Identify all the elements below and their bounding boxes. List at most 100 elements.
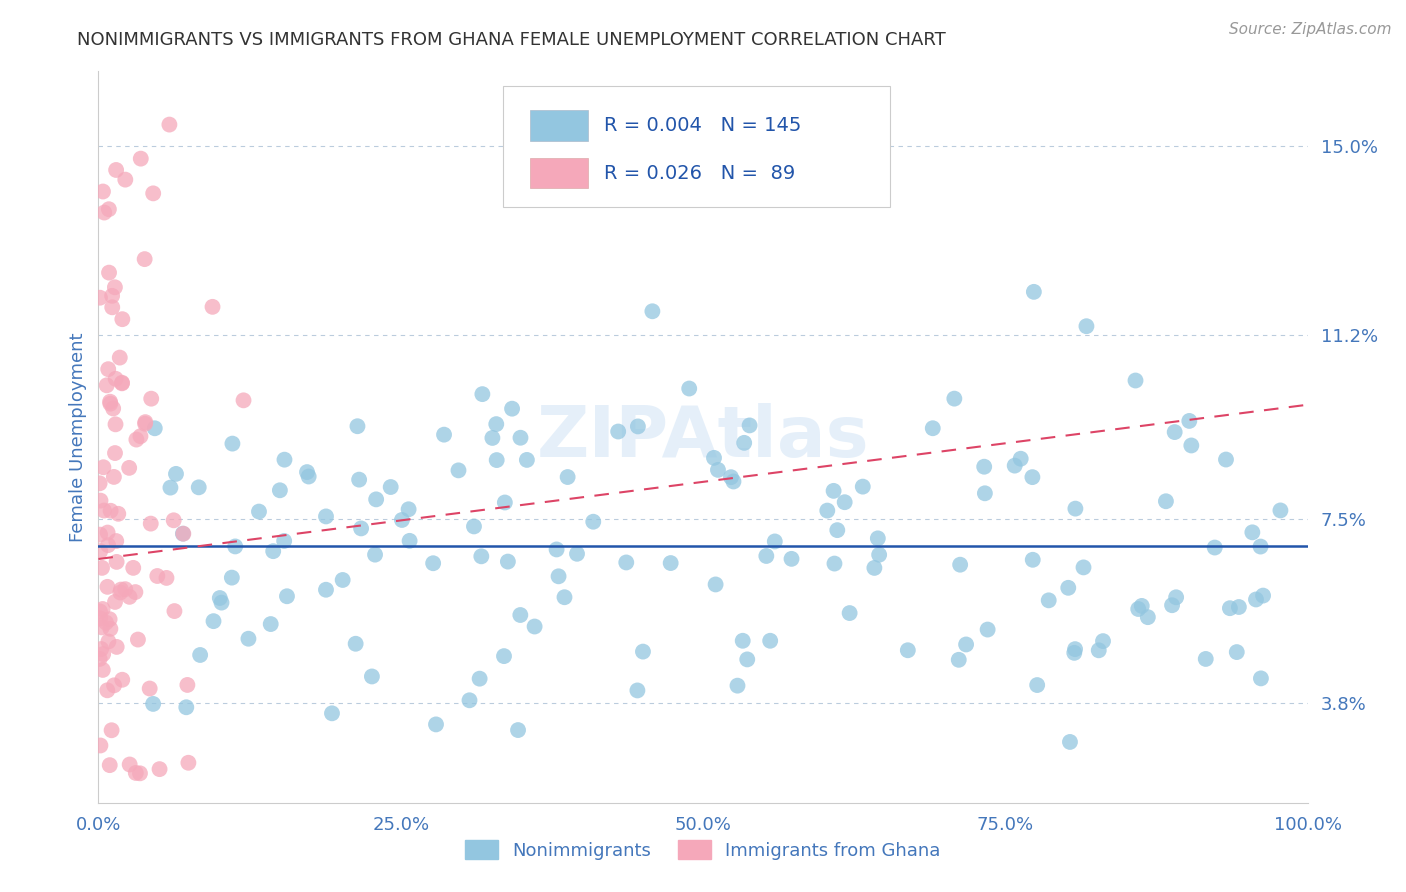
Point	[94, 615, 117, 630]
FancyBboxPatch shape	[530, 158, 588, 188]
Text: R = 0.026   N =  89: R = 0.026 N = 89	[603, 163, 796, 183]
Point	[704, 577, 727, 591]
Point	[232, 393, 254, 408]
Point	[89, 652, 111, 666]
Point	[273, 533, 295, 548]
Point	[1180, 438, 1202, 452]
Point	[494, 495, 516, 509]
Point	[111, 376, 134, 390]
Point	[1076, 319, 1098, 334]
Point	[104, 372, 127, 386]
Point	[101, 289, 124, 303]
Point	[380, 480, 402, 494]
Point	[553, 591, 575, 605]
Point	[172, 526, 194, 541]
Point	[614, 556, 637, 570]
Point	[516, 453, 538, 467]
Point	[134, 415, 156, 429]
Point	[1215, 452, 1237, 467]
Point	[247, 505, 270, 519]
Point	[100, 622, 122, 636]
Point	[425, 717, 447, 731]
Point	[1021, 470, 1043, 484]
Point	[1204, 541, 1226, 555]
Point	[165, 467, 187, 481]
Point	[1136, 610, 1159, 624]
Point	[221, 436, 243, 450]
Point	[607, 425, 630, 439]
Point	[1166, 591, 1188, 605]
Point	[973, 459, 995, 474]
Point	[470, 549, 492, 564]
Point	[157, 118, 180, 132]
Point	[755, 549, 778, 563]
Point	[827, 523, 849, 537]
Point	[91, 602, 114, 616]
Point	[146, 569, 169, 583]
Point	[89, 476, 111, 491]
Point	[1038, 593, 1060, 607]
Point	[678, 382, 700, 396]
Point	[763, 534, 786, 549]
Point	[172, 526, 194, 541]
Point	[398, 533, 420, 548]
Point	[523, 619, 546, 633]
Point	[129, 766, 152, 780]
Point	[1244, 592, 1267, 607]
Point	[110, 585, 132, 599]
Text: ZIPAtlas: ZIPAtlas	[537, 402, 869, 472]
Point	[91, 185, 114, 199]
Point	[949, 558, 972, 572]
Point	[344, 637, 367, 651]
Point	[97, 538, 120, 552]
Point	[96, 683, 118, 698]
Point	[174, 700, 197, 714]
Point	[973, 486, 995, 500]
Point	[838, 606, 860, 620]
Point	[103, 470, 125, 484]
Point	[509, 431, 531, 445]
Point	[1087, 643, 1109, 657]
Point	[659, 556, 682, 570]
Point	[111, 376, 134, 391]
Point	[103, 678, 125, 692]
FancyBboxPatch shape	[530, 110, 588, 141]
Point	[346, 419, 368, 434]
Point	[125, 433, 148, 447]
Point	[315, 582, 337, 597]
Point	[1004, 458, 1026, 473]
Point	[143, 421, 166, 435]
Point	[104, 280, 127, 294]
Point	[90, 620, 112, 634]
Point	[364, 548, 387, 562]
Point	[815, 503, 838, 517]
Point	[852, 480, 875, 494]
Point	[1241, 525, 1264, 540]
Point	[100, 504, 122, 518]
Point	[89, 291, 111, 305]
Point	[98, 612, 121, 626]
Point	[347, 473, 370, 487]
Point	[98, 758, 121, 772]
Point	[834, 495, 856, 509]
Point	[89, 739, 111, 753]
Point	[93, 460, 115, 475]
Point	[127, 632, 149, 647]
Point	[723, 475, 745, 489]
Text: R = 0.004   N = 145: R = 0.004 N = 145	[603, 116, 801, 135]
Point	[142, 186, 165, 201]
Point	[1128, 602, 1150, 616]
Point	[496, 555, 519, 569]
Point	[1227, 600, 1250, 615]
Point	[105, 163, 128, 178]
Point	[471, 387, 494, 401]
Point	[823, 483, 845, 498]
Legend: Nonimmigrants, Immigrants from Ghana: Nonimmigrants, Immigrants from Ghana	[458, 832, 948, 867]
Point	[626, 683, 648, 698]
Point	[97, 525, 120, 540]
Point	[159, 481, 181, 495]
Point	[447, 463, 470, 477]
Point	[134, 252, 156, 266]
Point	[1057, 581, 1080, 595]
Point	[1219, 601, 1241, 615]
